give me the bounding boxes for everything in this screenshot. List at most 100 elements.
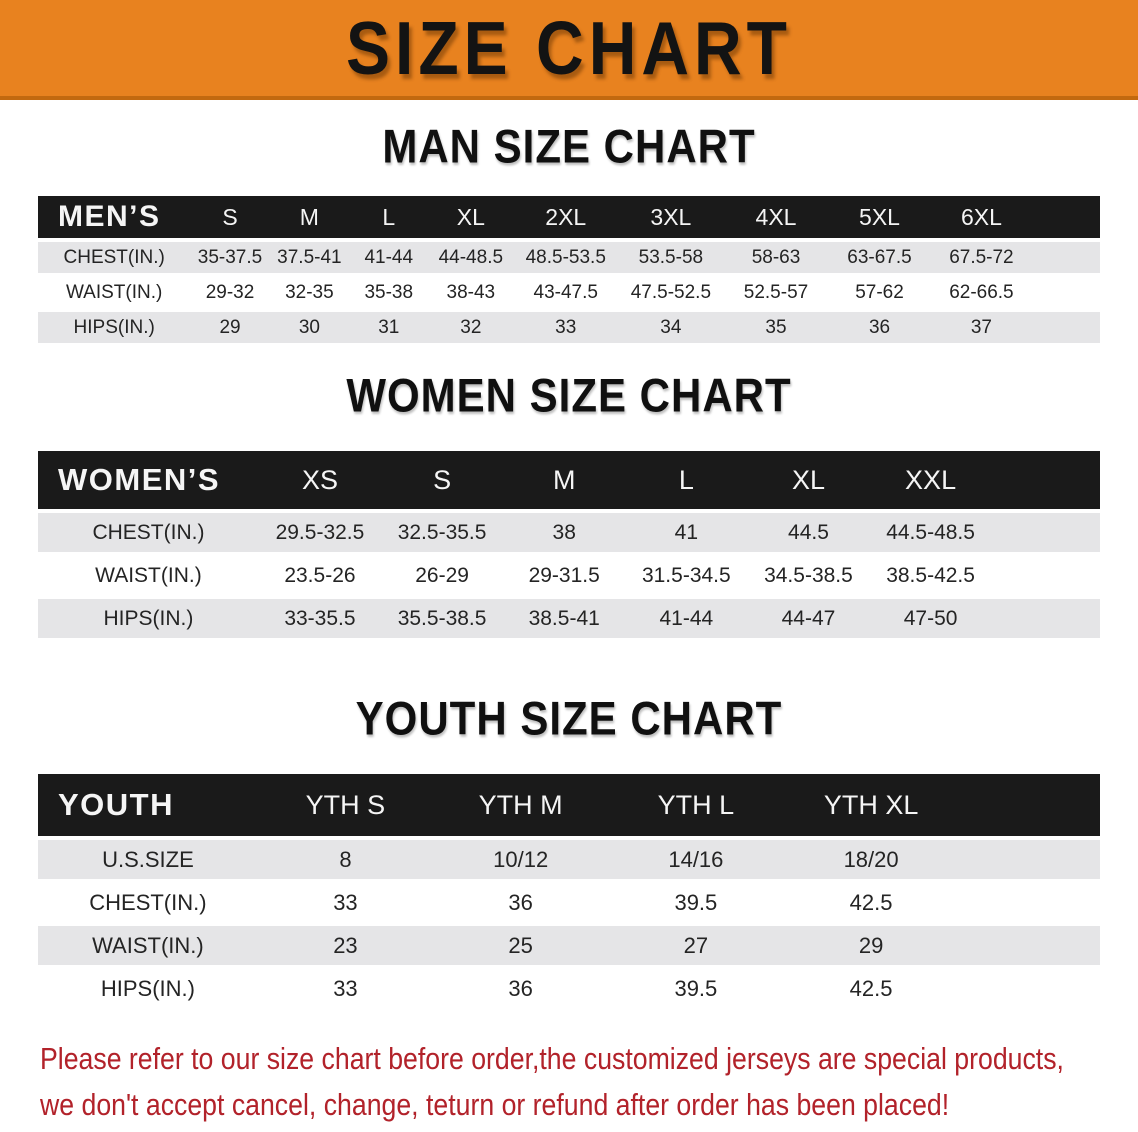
banner: SIZE CHART: [0, 0, 1138, 100]
size-value-cell: 38: [552, 520, 576, 544]
size-value-cell: 36: [868, 316, 891, 338]
size-value-cell: 35-37.5: [197, 246, 263, 268]
size-value-cell: 53.5-58: [638, 246, 704, 268]
size-value-cell: 32.5-35.5: [397, 520, 487, 544]
size-value-cell: 38.5-42.5: [886, 563, 975, 587]
row-label: WAIST(IN.): [95, 563, 202, 587]
table-header-label: WOMEN’S: [58, 462, 221, 497]
row-label: HIPS(IN.): [103, 606, 194, 630]
filler-cell: [959, 969, 1100, 1008]
size-value-cell: 30: [298, 316, 320, 338]
size-value-cell: 47-50: [903, 606, 958, 630]
table-row: HIPS(IN.) 33-35.5 35.5-38.5 38.5-41 41-44 44-…: [38, 599, 1100, 638]
size-value-cell: 57-62: [855, 281, 904, 303]
row-label: HIPS(IN.): [73, 316, 155, 338]
page-title-text: SIZE CHART: [346, 5, 792, 91]
filler-cell: [992, 451, 1100, 509]
women-size-table: WOMEN’S XS S M L XL XXL CHEST(IN.) 29.5-32.5 32.5…: [38, 447, 1100, 642]
size-column-header: XL: [791, 464, 825, 495]
filler-cell: [959, 926, 1100, 965]
filler-cell: [1032, 277, 1100, 308]
size-value-cell: 35.5-38.5: [397, 606, 487, 630]
size-column-header: S: [433, 464, 452, 495]
size-value-cell: 36: [508, 975, 533, 1001]
size-column-header: YTH XL: [823, 789, 919, 820]
size-value-cell: 33: [333, 889, 358, 915]
size-value-cell: 52.5-57: [743, 281, 809, 303]
size-value-cell: 33: [555, 316, 577, 338]
size-value-cell: 44-47: [781, 606, 836, 630]
filler-cell: [992, 556, 1100, 595]
size-value-cell: 38.5-41: [528, 606, 600, 630]
man-size-heading: MAN SIZE CHART: [382, 120, 756, 173]
size-column-header: YTH L: [657, 789, 735, 820]
table-header-row: MEN’S S M L XL 2XL 3XL 4XL 5XL 6XL: [38, 196, 1100, 238]
size-value-cell: 31: [378, 316, 400, 338]
filler-cell: [1032, 196, 1100, 238]
row-label: CHEST(IN.): [63, 246, 165, 268]
size-value-cell: 29-32: [205, 281, 255, 303]
size-column-header: L: [678, 464, 694, 495]
row-label: WAIST(IN.): [92, 932, 204, 958]
table-row: CHEST(IN.) 33 36 39.5 42.5: [38, 883, 1100, 922]
size-value-cell: 26-29: [415, 563, 469, 587]
size-value-cell: 37: [970, 316, 992, 338]
row-label: CHEST(IN.): [92, 520, 205, 544]
size-value-cell: 35: [765, 316, 787, 338]
size-column-header: M: [299, 203, 319, 230]
order-policy-line-1: Please refer to our size chart before or…: [40, 1041, 1064, 1076]
size-value-cell: 29: [858, 932, 884, 958]
size-column-header: XXL: [905, 464, 957, 495]
size-value-cell: 29: [219, 316, 241, 338]
size-value-cell: 39.5: [674, 889, 718, 915]
size-value-cell: 27: [683, 932, 709, 958]
table-row: WAIST(IN.) 23.5-26 26-29 29-31.5 31.5-34.5 34…: [38, 556, 1100, 595]
size-column-header: S: [222, 203, 238, 230]
table-row: U.S.SIZE 8 10/12 14/16 18/20: [38, 840, 1100, 879]
women-size-table-wrap: WOMEN’S XS S M L XL XXL CHEST(IN.) 29.5-32.5 32.5…: [38, 447, 1100, 642]
size-value-cell: 48.5-53.5: [525, 246, 606, 268]
filler-cell: [959, 883, 1100, 922]
size-column-header: 4XL: [755, 203, 797, 230]
table-header-row: YOUTH YTH S YTH M YTH L YTH XL: [38, 774, 1100, 836]
size-value-cell: 33: [333, 975, 358, 1001]
size-value-cell: 37.5-41: [277, 246, 342, 268]
row-label: WAIST(IN.): [65, 281, 163, 303]
table-header-label: YOUTH: [58, 787, 174, 822]
page-title: SIZE CHART: [346, 10, 792, 85]
filler-cell: [959, 840, 1100, 879]
filler-cell: [992, 513, 1100, 552]
size-value-cell: 33-35.5: [284, 606, 356, 630]
size-value-cell: 39.5: [674, 975, 718, 1001]
row-label: CHEST(IN.): [89, 889, 207, 915]
size-value-cell: 29-31.5: [528, 563, 600, 587]
filler-cell: [959, 774, 1100, 836]
size-value-cell: 38-43: [446, 281, 496, 303]
youth-size-table: YOUTH YTH S YTH M YTH L YTH XL U.S.SIZE 8 10/12…: [38, 770, 1100, 1012]
size-value-cell: 44.5: [788, 520, 829, 544]
size-value-cell: 32-35: [285, 281, 334, 303]
size-column-header: L: [382, 203, 396, 230]
order-policy-note: Please refer to our size chart before or…: [40, 1036, 1138, 1128]
size-value-cell: 32: [460, 316, 482, 338]
size-value-cell: 44.5-48.5: [886, 520, 975, 544]
size-value-cell: 14/16: [668, 846, 724, 872]
size-value-cell: 29.5-32.5: [275, 520, 365, 544]
size-column-header: 6XL: [960, 203, 1002, 230]
size-value-cell: 41-44: [364, 246, 414, 268]
table-header-row: WOMEN’S XS S M L XL XXL: [38, 451, 1100, 509]
size-value-cell: 36: [508, 889, 533, 915]
size-value-cell: 23: [333, 932, 358, 958]
size-value-cell: 42.5: [849, 975, 893, 1001]
youth-size-heading: YOUTH SIZE CHART: [355, 692, 783, 745]
youth-size-table-wrap: YOUTH YTH S YTH M YTH L YTH XL U.S.SIZE 8 10/12…: [38, 770, 1100, 1012]
order-policy-line-2: we don't accept cancel, change, teturn o…: [40, 1087, 950, 1122]
size-column-header: XS: [301, 464, 338, 495]
size-value-cell: 47.5-52.5: [630, 281, 712, 303]
size-value-cell: 34.5-38.5: [764, 563, 853, 587]
size-column-header: YTH M: [478, 789, 563, 820]
men-size-table-wrap: MEN’S S M L XL 2XL 3XL 4XL 5XL 6XL CHEST(IN.) 35-37…: [38, 192, 1100, 347]
size-value-cell: 18/20: [843, 846, 899, 872]
men-size-table: MEN’S S M L XL 2XL 3XL 4XL 5XL 6XL CHEST(IN.) 35-37…: [38, 192, 1100, 347]
size-value-cell: 41: [674, 520, 698, 544]
